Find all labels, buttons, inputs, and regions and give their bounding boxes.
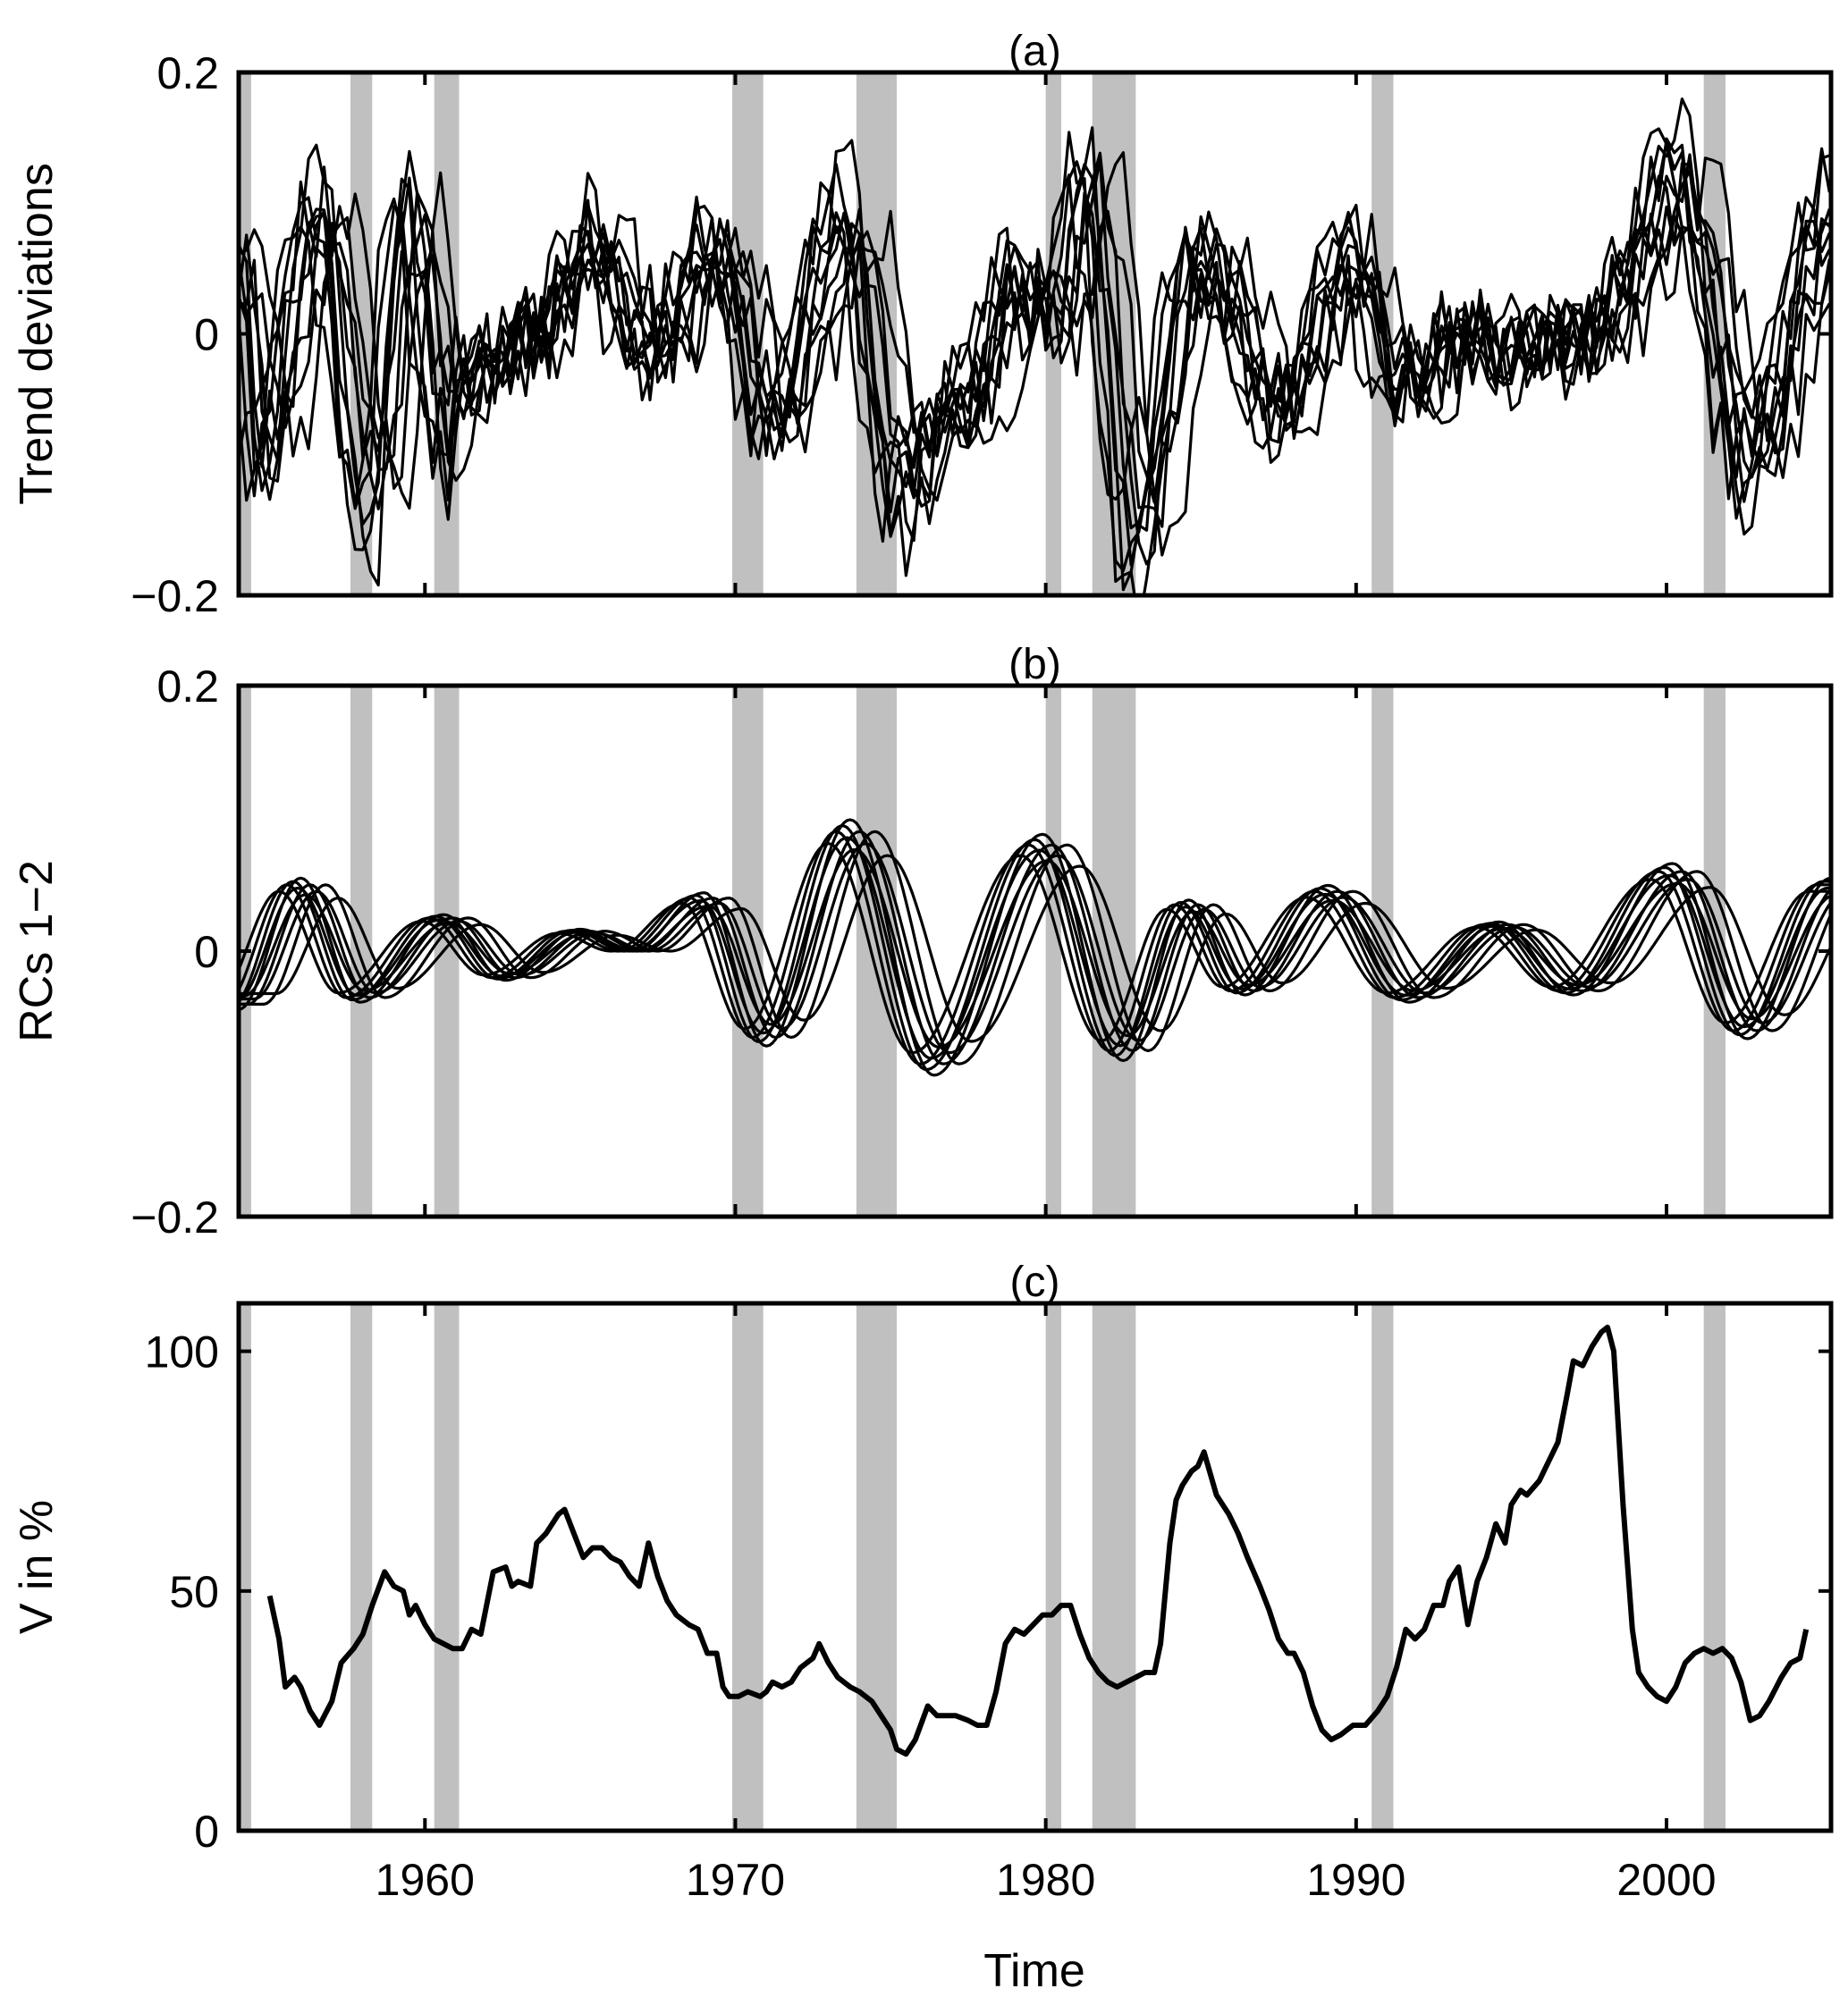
y-tick-label: 100 (145, 1327, 219, 1378)
x-tick-label: 2000 (1616, 1855, 1716, 1905)
x-axis-label: Time (983, 1945, 1085, 1997)
series-line (239, 209, 1831, 504)
series-line (239, 151, 1831, 557)
series-line (239, 836, 1831, 1060)
series-group (239, 818, 1831, 1077)
recession-band (239, 1303, 251, 1831)
x-tick-label: 1970 (686, 1855, 785, 1905)
recession-band (1371, 1303, 1394, 1831)
y-tick-label: −0.2 (131, 1192, 219, 1243)
recession-band (732, 1303, 764, 1831)
recession-band (1092, 1303, 1136, 1831)
x-tick-label: 1960 (376, 1855, 475, 1905)
recession-band (350, 1303, 373, 1831)
y-tick-label: 0.2 (156, 661, 219, 712)
recession-band (434, 1303, 460, 1831)
panel-a: −0.2 0 0.2 (a) Trend deviations (11, 28, 1834, 621)
series-line (239, 830, 1831, 1066)
recession-band (856, 72, 898, 595)
panel-title: (b) (1008, 641, 1061, 688)
recession-band (1045, 1303, 1062, 1831)
y-tick-label: 0 (194, 1807, 219, 1857)
panel-title: (a) (1008, 28, 1061, 75)
y-tick-label: 0 (194, 310, 219, 360)
axes-frame (236, 1301, 1834, 1833)
panel-c: 1960 1970 1980 1990 2000 0 50 100 (c) V in % (11, 1259, 1834, 1905)
recession-band (856, 1303, 898, 1831)
x-tick-label: 1980 (996, 1855, 1095, 1905)
recession-band (1045, 72, 1062, 595)
x-tick-label: 1990 (1306, 1855, 1405, 1905)
recession-band (732, 686, 764, 1217)
series-line (239, 830, 1831, 1066)
series-group (239, 97, 1831, 595)
panel-b: −0.2 0 0.2 (b) RCs 1−2 (11, 641, 1834, 1243)
series-line (239, 854, 1831, 1043)
recession-band (1703, 1303, 1726, 1831)
series-line (266, 1324, 1810, 1757)
series-line (239, 818, 1831, 1077)
panel-title: (c) (1010, 1259, 1060, 1306)
y-tick-label: 50 (169, 1567, 219, 1617)
y-axis-label: Trend deviations (11, 163, 63, 505)
recession-band (350, 686, 373, 1217)
series-line (239, 842, 1831, 1055)
y-axis-label: V in % (11, 1500, 63, 1634)
recession-band (1045, 686, 1062, 1217)
series-group (266, 1324, 1810, 1757)
y-tick-label: −0.2 (131, 571, 219, 621)
y-axis-label: RCs 1−2 (11, 860, 63, 1042)
y-tick-label: 0.2 (156, 48, 219, 98)
y-tick-label: 0 (194, 927, 219, 977)
